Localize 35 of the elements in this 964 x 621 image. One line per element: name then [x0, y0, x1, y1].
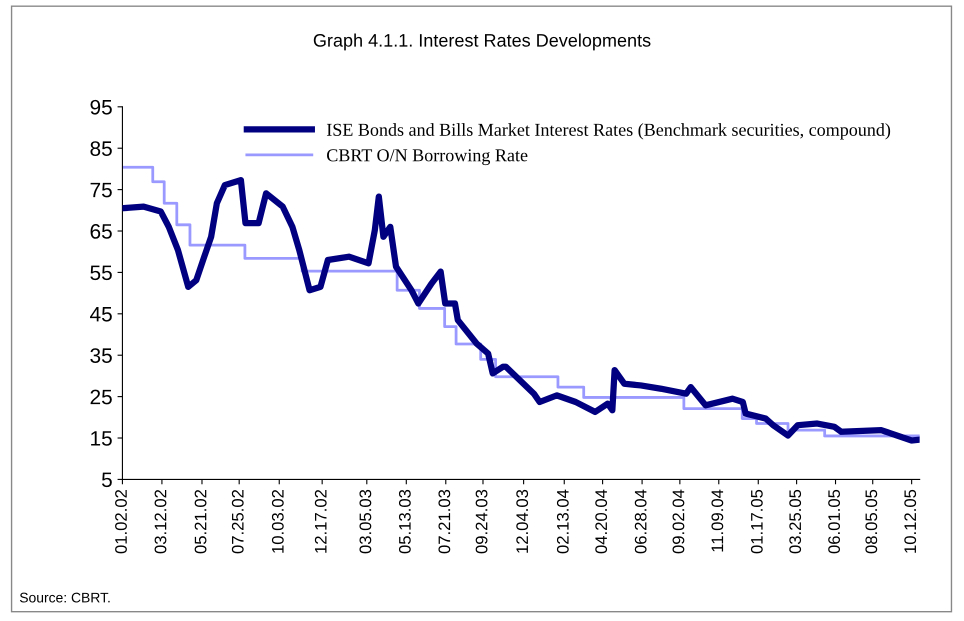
x-tick-label: 09.24.03	[476, 490, 488, 554]
y-tick-label: 95	[90, 100, 112, 115]
legend-label: CBRT O/N Borrowing Rate	[327, 149, 528, 166]
y-tick-label: 5	[102, 472, 112, 488]
y-tick-label: 65	[90, 224, 112, 239]
x-tick-label: 03.25.05	[789, 490, 802, 554]
x-tick-label: 06.01.05	[828, 490, 840, 554]
y-tick-label: 55	[90, 266, 112, 280]
y-tick-label: 35	[90, 348, 112, 363]
source-note: Source: CBRT.	[20, 592, 110, 603]
x-tick-label: 09.02.04	[672, 490, 684, 554]
legend-label: ISE Bonds and Bills Market Interest Rates (Benchmark securities, compound)	[326, 123, 890, 140]
x-tick-label: 07.21.03	[438, 490, 450, 554]
x-tick-label: 02.13.04	[556, 490, 569, 554]
x-tick-label: 01.17.05	[750, 490, 763, 554]
y-tick-label: 15	[91, 431, 112, 446]
x-tick-label: 03.12.02	[154, 490, 166, 554]
x-tick-label: 05.21.02	[194, 490, 206, 554]
x-tick-label: 01.02.02	[115, 490, 127, 554]
x-tick-label: 12.17.02	[314, 490, 327, 553]
x-tick-label: 03.05.03	[359, 490, 372, 554]
x-tick-label: 10.03.02	[272, 490, 284, 553]
x-tick-label: 12.04.03	[516, 490, 528, 553]
x-tick-label: 06.28.04	[634, 490, 647, 554]
x-tick-label: 05.13.03	[398, 490, 411, 554]
x-tick-label: 10.12.05	[904, 490, 916, 553]
x-tick-label: 08.05.05	[865, 490, 878, 554]
y-tick-label: 85	[90, 141, 112, 156]
y-tick-label: 25	[90, 390, 112, 404]
x-tick-label: 04.20.04	[595, 490, 608, 554]
chart-title: Graph 4.1.1. Interest Rates Developments	[314, 33, 650, 50]
x-tick-label: 07.25.02	[232, 490, 244, 554]
y-tick-label: 45	[90, 307, 112, 322]
y-tick-label: 75	[90, 182, 112, 198]
x-tick-label: 11.09.04	[711, 490, 724, 552]
